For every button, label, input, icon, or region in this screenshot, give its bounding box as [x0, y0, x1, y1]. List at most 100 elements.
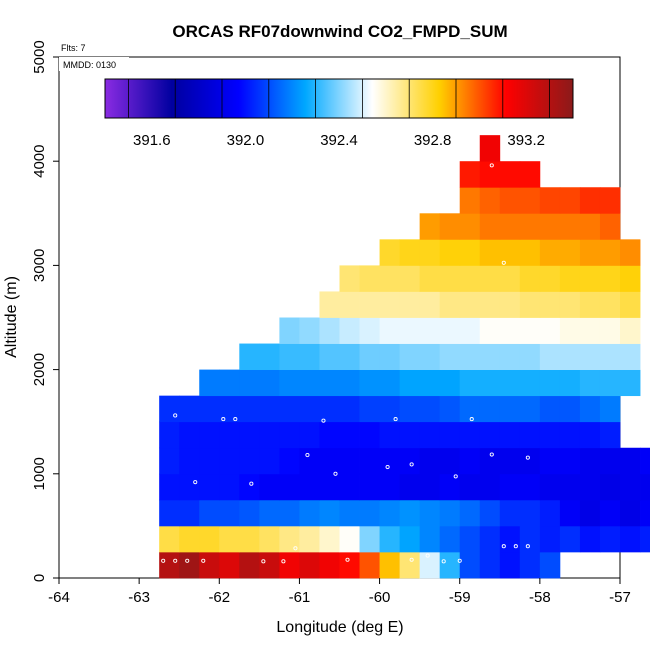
chart-title: ORCAS RF07downwind CO2_FMPD_SUM — [172, 22, 507, 41]
sample-point — [425, 553, 430, 558]
heatmap-cell — [339, 291, 360, 318]
heatmap-cell — [239, 421, 260, 449]
heatmap-cell — [620, 317, 641, 344]
heatmap-cell — [259, 395, 280, 423]
heatmap-cell — [559, 395, 581, 423]
heatmap-cell — [559, 187, 581, 214]
sample-point — [305, 452, 310, 458]
heatmap-cell — [319, 499, 340, 527]
heatmap-cell — [599, 525, 621, 553]
heatmap-cell — [419, 239, 441, 266]
heatmap-cell — [519, 551, 541, 579]
heatmap-cell — [579, 499, 601, 527]
heatmap-cell — [179, 499, 200, 527]
heatmap-cell — [579, 239, 601, 266]
x-tick-label: -59 — [449, 589, 471, 606]
heatmap-cell — [599, 421, 621, 449]
heatmap-cell — [239, 447, 260, 475]
heatmap-cell — [239, 525, 260, 553]
heatmap-cell — [519, 421, 541, 449]
heatmap-cell — [559, 525, 581, 553]
heatmap-cell — [379, 447, 401, 475]
heatmap-cell — [620, 525, 641, 553]
heatmap-cell — [379, 291, 401, 318]
sample-point — [249, 481, 254, 486]
heatmap-cell — [459, 473, 481, 501]
heatmap-cell — [459, 317, 481, 344]
heatmap-cell — [219, 447, 240, 475]
heatmap-cell — [539, 239, 561, 266]
heatmap-cell — [439, 213, 461, 240]
heatmap-cell — [479, 447, 501, 475]
y-tick-label: 3000 — [31, 249, 48, 282]
heatmap-cell — [199, 551, 220, 579]
heatmap-cell — [479, 395, 501, 423]
y-axis: 0 1000 2000 3000 4000 5000 — [31, 40, 59, 582]
heatmap-cell — [579, 213, 601, 240]
heatmap-cell — [219, 395, 240, 423]
heatmap-cell — [339, 421, 360, 449]
heatmap-cell — [419, 395, 441, 423]
heatmap-cell — [159, 395, 180, 423]
heatmap-cell — [539, 395, 561, 423]
heatmap-cell — [399, 317, 421, 344]
heatmap-cell — [439, 369, 461, 397]
heatmap-cell — [379, 369, 401, 397]
heatmap-cell — [359, 395, 380, 423]
heatmap-cell — [379, 421, 401, 449]
heatmap-cell — [599, 187, 621, 214]
heatmap-cell — [159, 525, 180, 553]
heatmap-cell — [519, 395, 541, 423]
heatmap-cell — [479, 317, 501, 344]
sample-point — [501, 544, 506, 549]
heatmap-cell — [279, 395, 300, 423]
heatmap-cell — [419, 213, 441, 240]
x-axis: -64 -63 -62 -61 -60 -59 -58 -57 — [48, 578, 631, 606]
heatmap-cell — [579, 421, 601, 449]
x-tick-label: -62 — [208, 589, 230, 606]
heatmap-cell — [599, 239, 621, 266]
sample-point — [281, 559, 286, 564]
heatmap-cell — [459, 395, 481, 423]
heatmap-cell — [559, 473, 581, 501]
heatmap-cell — [459, 239, 481, 266]
heatmap-cell — [299, 421, 320, 449]
heatmap-cell — [459, 265, 481, 292]
heatmap-cell — [479, 213, 501, 240]
sample-point — [409, 557, 414, 562]
sample-point — [185, 558, 190, 563]
heatmap-cell — [339, 343, 360, 370]
heatmap-cell — [339, 317, 360, 344]
heatmap-cell — [479, 135, 501, 162]
heatmap-cell — [620, 369, 641, 397]
heatmap-cell — [599, 265, 621, 292]
heatmap-cell — [620, 343, 641, 370]
heatmap-cell — [259, 499, 280, 527]
heatmap-cell — [419, 447, 441, 475]
heatmap-cell — [219, 499, 240, 527]
heatmap-cell — [499, 395, 521, 423]
sample-points — [153, 163, 530, 564]
heatmap-cell — [559, 317, 581, 344]
heatmap-cell — [640, 473, 650, 501]
heatmap-cell — [299, 395, 320, 423]
heatmap-cell — [319, 317, 340, 344]
heatmap-cell — [279, 473, 300, 501]
heatmap-cell — [499, 551, 521, 579]
heatmap-cell — [499, 499, 521, 527]
heatmap-cell — [459, 525, 481, 553]
heatmap-cell — [419, 317, 441, 344]
heatmap-cell — [499, 473, 521, 501]
heatmap-cell — [419, 291, 441, 318]
colorbar — [104, 78, 574, 119]
heatmap-cell — [599, 343, 621, 370]
heatmap-cell — [539, 213, 561, 240]
heatmap-cell — [419, 499, 441, 527]
heatmap-cell — [299, 473, 320, 501]
heatmap-cell — [499, 187, 521, 214]
heatmap-cell — [299, 343, 320, 370]
sample-point — [409, 462, 414, 467]
heatmap-cell — [519, 473, 541, 501]
heatmap-cell — [279, 551, 300, 579]
heatmap-cell — [439, 343, 461, 370]
